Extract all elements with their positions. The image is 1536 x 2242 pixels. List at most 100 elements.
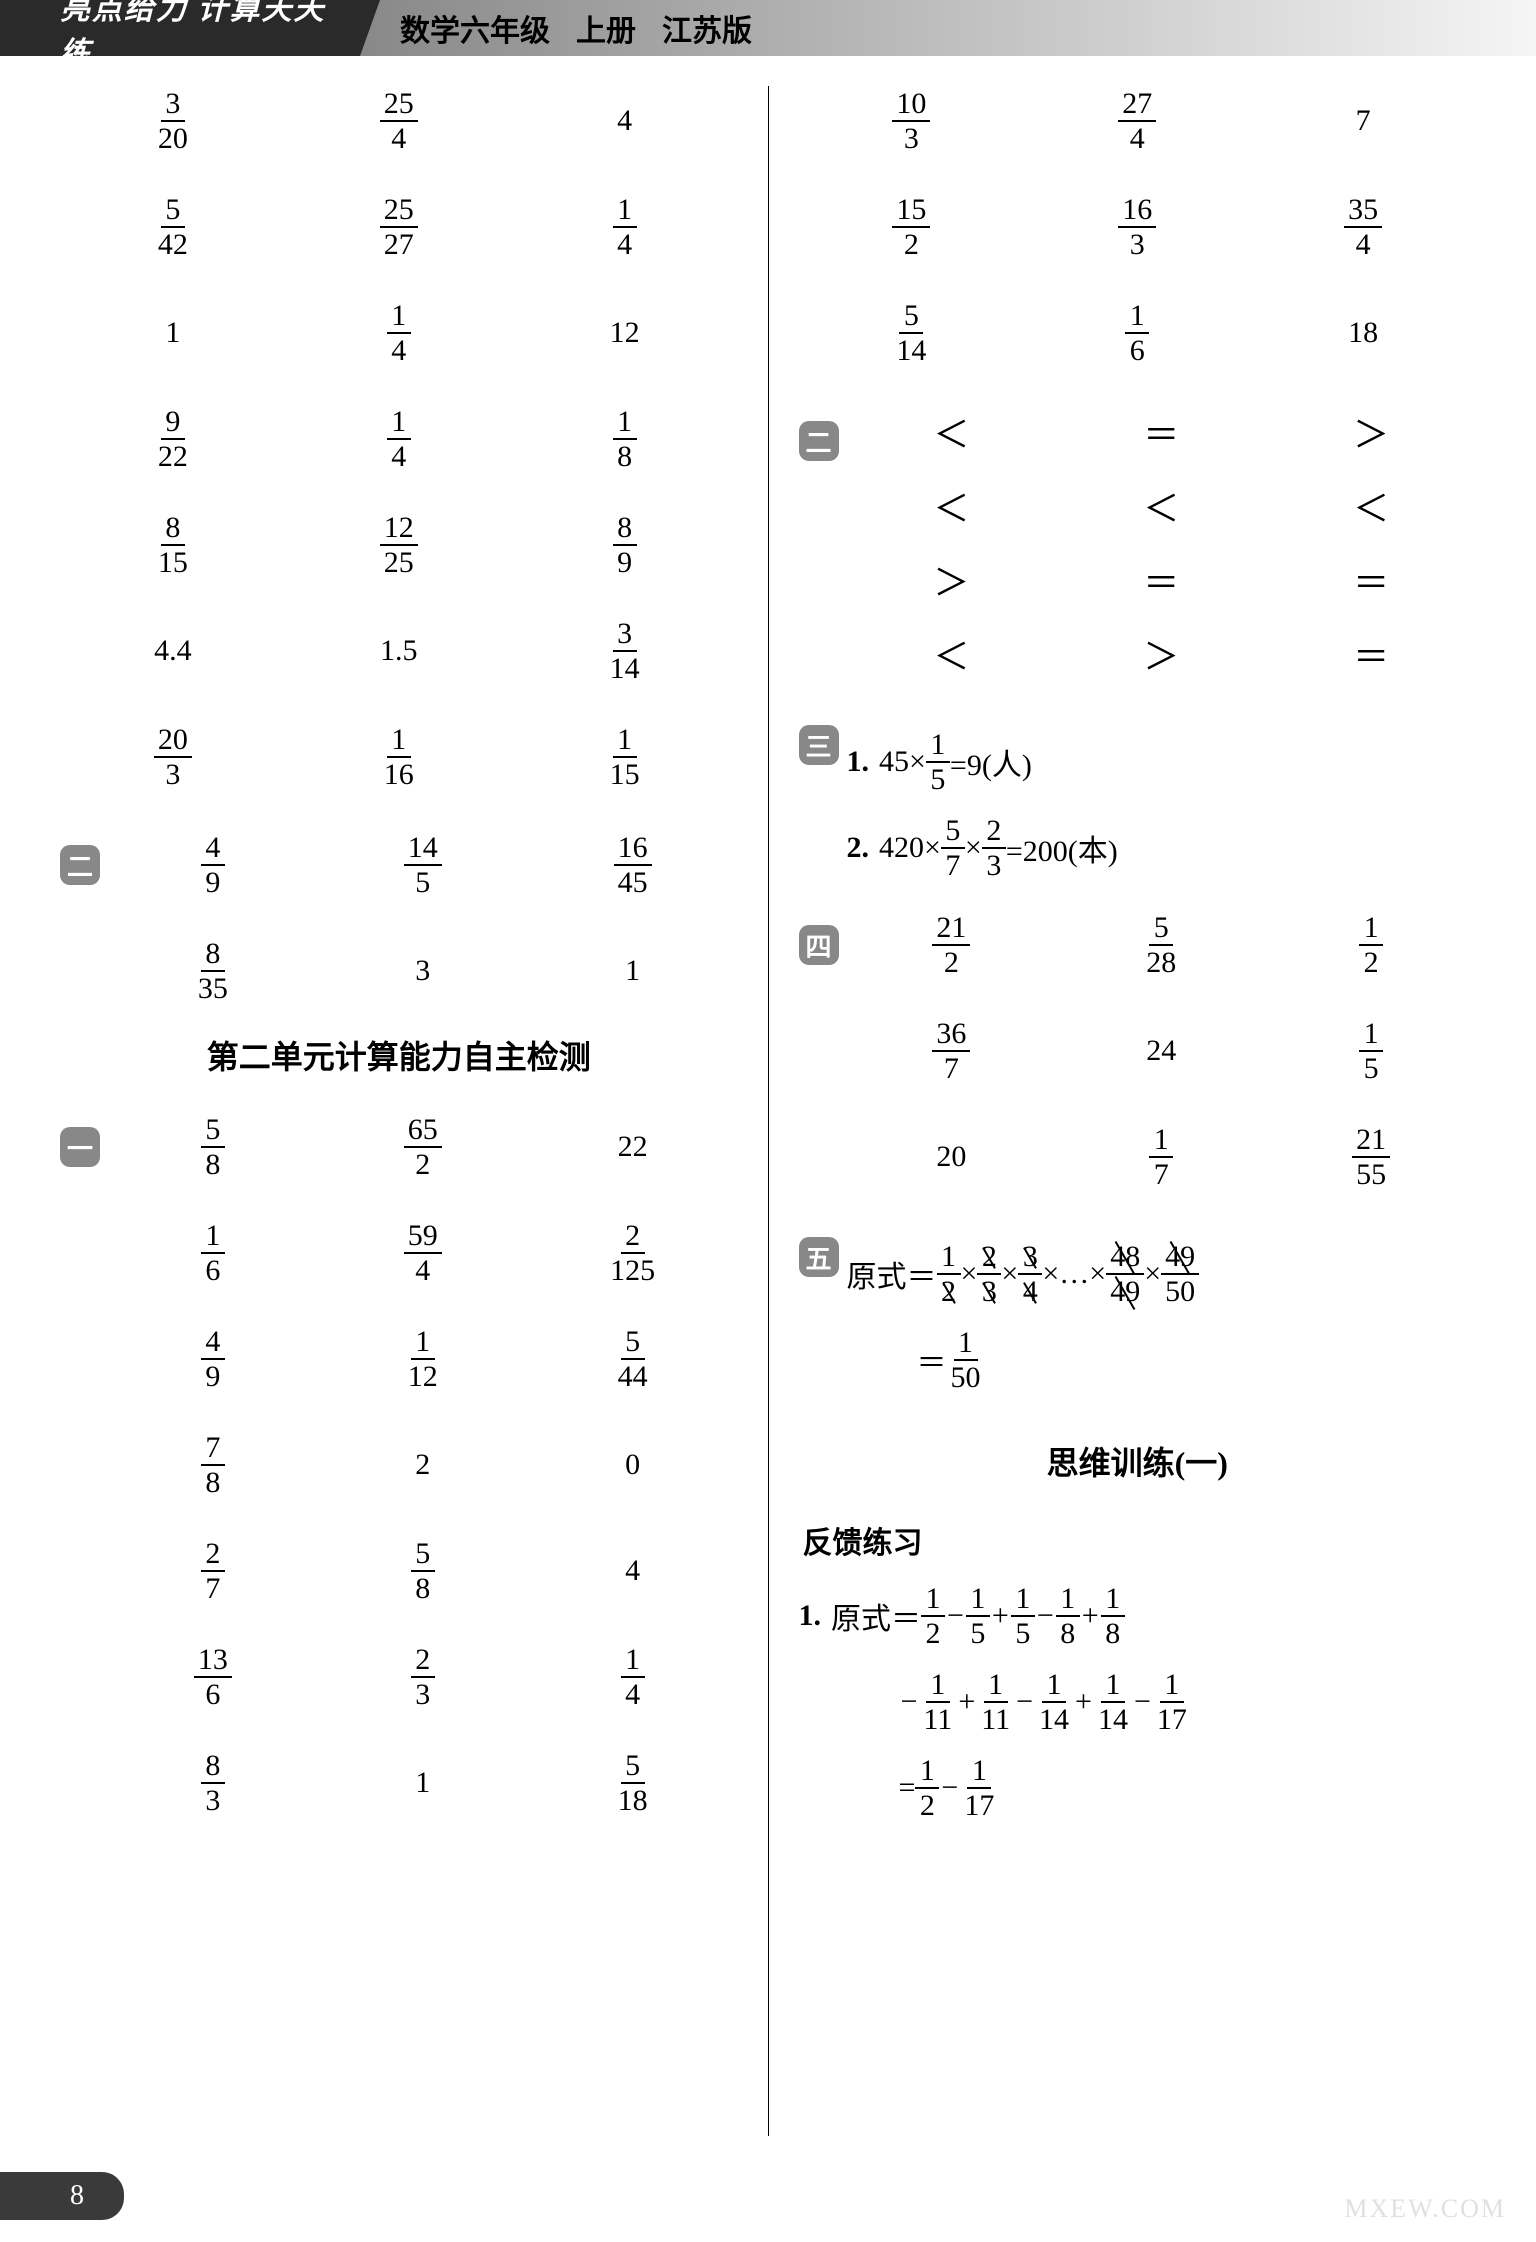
answer-cell: 49 — [108, 1324, 318, 1394]
answer-cell: 22 — [528, 1112, 738, 1182]
answer-cell: 542 — [60, 192, 286, 262]
answer-cell: 116 — [286, 722, 512, 792]
answer-cell: 652 — [318, 1112, 528, 1182]
answer-cell: 14 — [286, 404, 512, 474]
answer-cell: 15 — [1266, 1016, 1476, 1086]
right-problems-c: 1.45×15=9(人) 2.420×57×23=200(本) — [847, 710, 1477, 900]
right-grid-a: 10327471521633545141618 — [799, 86, 1477, 368]
comparison-cell: ＝ — [1056, 554, 1266, 606]
header-meta: 数学六年级 上册 江苏版 — [360, 0, 1536, 56]
answer-cell: 103 — [799, 86, 1025, 156]
left-section-b: 二 491451645 83531 — [60, 830, 738, 1006]
answer-cell: 27 — [108, 1536, 318, 1606]
answer-cell: 4.4 — [60, 616, 286, 686]
header-volume: 上册 — [576, 6, 636, 50]
answer-cell: 922 — [60, 404, 286, 474]
badge-two-icon: 二 — [60, 845, 100, 885]
answer-cell: 20 — [847, 1122, 1057, 1192]
answer-cell: 58 — [318, 1536, 528, 1606]
answer-cell: 4 — [512, 86, 738, 156]
answer-cell: 163 — [1024, 192, 1250, 262]
problem-line: 1.45×15=9(人) — [847, 728, 1477, 796]
answer-cell: 58 — [108, 1112, 318, 1182]
answer-cell: 78 — [108, 1430, 318, 1500]
answer-cell: 514 — [799, 298, 1025, 368]
badge-five-icon: 五 — [799, 1237, 839, 1277]
answer-cell: 14 — [512, 192, 738, 262]
header-title: 亮点给力 计算天天练 — [0, 0, 380, 56]
page-number: 8 — [0, 2172, 124, 2220]
answer-cell: 354 — [1250, 192, 1476, 262]
answer-cell: 1.5 — [286, 616, 512, 686]
problem1-line3: =12−117 — [899, 1754, 1477, 1822]
answer-cell: 2155 — [1266, 1122, 1476, 1192]
answer-cell: 17 — [1056, 1122, 1266, 1192]
answer-cell: 367 — [847, 1016, 1057, 1086]
right-column: 10327471521633545141618 二 ＜＝＞＜＜＜＞＝＝＜＞＝ 三… — [768, 86, 1477, 2136]
section-title-thinking: 思维训练(一) — [799, 1438, 1477, 1484]
answer-cell: 2527 — [286, 192, 512, 262]
comparison-cell: ＜ — [847, 628, 1057, 680]
answer-cell: 4 — [528, 1536, 738, 1606]
answer-cell: 835 — [108, 936, 318, 1006]
page: 亮点给力 计算天天练 数学六年级 上册 江苏版 3202544542252714… — [0, 0, 1536, 2242]
answer-cell: 1 — [528, 936, 738, 1006]
body-columns: 32025445422527141141292214188151225894.4… — [60, 86, 1476, 2136]
answer-cell: 0 — [528, 1430, 738, 1500]
answer-cell: 3 — [318, 936, 528, 1006]
equation-line: 原式＝ 12× 23× 34×…× 4849× 4950 — [847, 1240, 1477, 1308]
answer-cell: 14 — [286, 298, 512, 368]
badge-four-icon: 四 — [799, 925, 839, 965]
comparison-cell: ＜ — [1056, 480, 1266, 532]
comparison-cell: ＜ — [1266, 480, 1476, 532]
answer-cell: 16 — [1024, 298, 1250, 368]
comparison-cell: ＜ — [847, 406, 1057, 458]
right-section-d: 四 21252812367241520172155 — [799, 910, 1477, 1212]
answer-cell: 518 — [528, 1748, 738, 1818]
answer-cell: 203 — [60, 722, 286, 792]
answer-cell: 528 — [1056, 910, 1266, 980]
left-grid-a: 32025445422527141141292214188151225894.4… — [60, 86, 738, 792]
watermark: MXEW.COM — [1344, 2194, 1506, 2224]
page-header: 亮点给力 计算天天练 数学六年级 上册 江苏版 — [0, 0, 1536, 56]
answer-cell: 7 — [1250, 86, 1476, 156]
answer-cell: 12 — [512, 298, 738, 368]
answer-cell: 112 — [318, 1324, 528, 1394]
right-section-c: 三 1.45×15=9(人)2.420×57×23=200(本) — [799, 710, 1477, 900]
answer-cell: 89 — [512, 510, 738, 580]
section-title-unit2: 第二单元计算能力自主检测 — [60, 1032, 738, 1078]
left-grid-c: 5865222165942125491125447820275841362314… — [108, 1112, 738, 1818]
right-section-e: 五 原式＝ 12× 23× 34×…× 4849× 4950 ＝150 — [799, 1222, 1477, 1412]
answer-cell: 594 — [318, 1218, 528, 1288]
problem1-line1: 1.原式＝12−15+15−18+18 — [799, 1582, 1477, 1650]
answer-cell: 274 — [1024, 86, 1250, 156]
comparison-cell: ＝ — [1056, 406, 1266, 458]
problem-line: 2.420×57×23=200(本) — [847, 814, 1477, 882]
answer-cell: 815 — [60, 510, 286, 580]
answer-cell: 83 — [108, 1748, 318, 1818]
answer-cell: 2 — [318, 1430, 528, 1500]
left-column: 32025445422527141141292214188151225894.4… — [60, 86, 768, 2136]
answer-cell: 12 — [1266, 910, 1476, 980]
answer-cell: 145 — [318, 830, 528, 900]
header-subject: 数学六年级 — [400, 6, 550, 50]
answer-cell: 16 — [108, 1218, 318, 1288]
subheading-feedback: 反馈练习 — [803, 1518, 1477, 1562]
answer-cell: 2125 — [528, 1218, 738, 1288]
right-comparisons: ＜＝＞＜＜＜＞＝＝＜＞＝ — [847, 406, 1477, 680]
answer-cell: 320 — [60, 86, 286, 156]
comparison-cell: ＞ — [847, 554, 1057, 606]
right-problem-1: 1.原式＝12−15+15−18+18 −111+111−114+114−117… — [799, 1582, 1477, 1822]
left-grid-b: 491451645 83531 — [108, 830, 738, 1006]
answer-cell: 14 — [528, 1642, 738, 1712]
answer-cell: 49 — [108, 830, 318, 900]
answer-cell: 1 — [318, 1748, 528, 1818]
answer-cell: 1225 — [286, 510, 512, 580]
answer-cell: 115 — [512, 722, 738, 792]
comparison-cell: ＞ — [1056, 628, 1266, 680]
answer-cell: 1 — [60, 298, 286, 368]
answer-cell: 1645 — [528, 830, 738, 900]
comparison-cell: ＜ — [847, 480, 1057, 532]
answer-cell: 23 — [318, 1642, 528, 1712]
answer-cell: 314 — [512, 616, 738, 686]
